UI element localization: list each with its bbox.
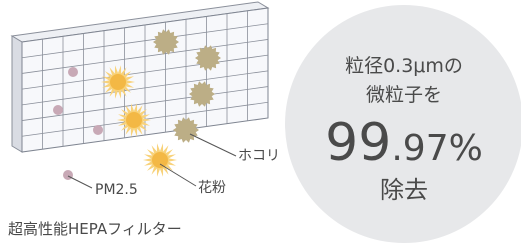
- pollen-core: [126, 112, 142, 128]
- badge-line1: 粒径0.3μmの: [345, 55, 463, 77]
- badge-line3: 除去: [380, 176, 428, 204]
- pollen-core: [152, 152, 168, 168]
- pollen-label: 花粉: [198, 180, 226, 196]
- pm-particle: [63, 170, 73, 180]
- percent-main: 99: [325, 113, 391, 173]
- badge-circle: [285, 5, 521, 243]
- pm-particle: [93, 125, 103, 135]
- dust-pointer: [190, 134, 236, 156]
- caption: 超高性能HEPAフィルター: [8, 220, 182, 238]
- percent-rest: .97%: [391, 128, 482, 169]
- pm-pointer: [68, 176, 92, 188]
- page: 粒径0.3μmの 微粒子を 99.97% 除去 ホコリ 花粉 PM2.5 超高性…: [0, 0, 521, 248]
- pollen-pointer: [160, 164, 196, 186]
- badge-line2: 微粒子を: [366, 84, 442, 106]
- pollen-core: [110, 74, 126, 90]
- filter-side: [12, 36, 22, 152]
- pm-label: PM2.5: [95, 182, 138, 198]
- pm-particle: [68, 67, 78, 77]
- dust-label: ホコリ: [238, 148, 280, 164]
- pm-particle: [53, 105, 63, 115]
- illustration: 粒径0.3μmの 微粒子を 99.97% 除去 ホコリ 花粉 PM2.5 超高性…: [0, 0, 521, 248]
